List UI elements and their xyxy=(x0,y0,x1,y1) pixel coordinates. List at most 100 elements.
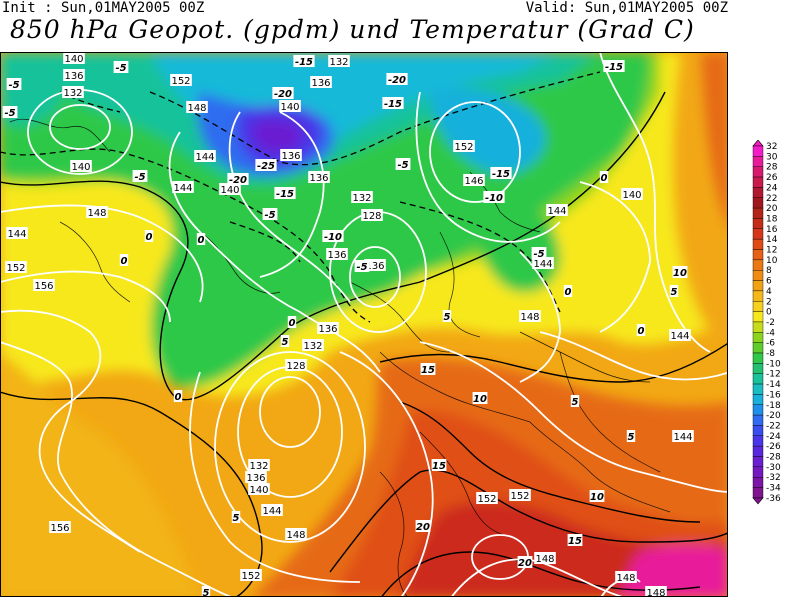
temperature-label-text: -15 xyxy=(605,62,623,73)
geopotential-label: 148 xyxy=(615,571,637,584)
temperature-label-text: 0 xyxy=(198,235,205,246)
geopotential-label-text: 136 xyxy=(327,250,346,261)
temperature-label: -25 xyxy=(255,159,277,172)
geopotential-label-text: 148 xyxy=(520,312,539,323)
temperature-label-text: 0 xyxy=(638,326,645,337)
colorbar-swatch xyxy=(752,445,764,457)
geopotential-label-text: 132 xyxy=(352,193,371,204)
colorbar-level-label: -8 xyxy=(766,349,775,359)
temperature-label: 5 xyxy=(231,511,241,524)
temperature-label-text: -15 xyxy=(384,99,402,110)
geopotential-label: 144 xyxy=(669,329,691,342)
colorbar-level-label: 16 xyxy=(766,225,778,235)
colorbar-swatch xyxy=(752,332,764,343)
colorbar-level-label: -6 xyxy=(766,339,775,349)
geopotential-label-text: 140 xyxy=(622,190,641,201)
colorbar-level-label: -20 xyxy=(766,411,781,421)
temperature-label: 5 xyxy=(570,395,580,408)
geopotential-label: 136 xyxy=(364,259,386,272)
temperature-label: -15 xyxy=(382,97,404,110)
geopotential-label-text: 144 xyxy=(7,229,26,240)
geopotential-label-text: 136 xyxy=(64,71,83,82)
geopotential-label-text: 152 xyxy=(171,76,190,87)
temperature-label-text: 5 xyxy=(572,397,579,408)
colorbar-swatch xyxy=(752,280,764,292)
temperature-label-text: 5 xyxy=(233,513,240,524)
colorbar-swatch xyxy=(752,352,764,364)
geopotential-label-text: 136 xyxy=(309,173,328,184)
temperature-label-text: 5 xyxy=(628,432,635,443)
temperature-label: -15 xyxy=(603,60,625,73)
geopotential-label: 148 xyxy=(86,206,108,219)
geopotential-label-text: 136 xyxy=(318,324,337,335)
colorbar-level-label: 20 xyxy=(766,204,778,214)
colorbar-swatch xyxy=(752,383,764,395)
geopotential-label-text: 136 xyxy=(246,473,265,484)
geopotential-label: 136 xyxy=(317,322,339,335)
geopotential-label-text: 136 xyxy=(365,261,384,272)
geopotential-label: 140 xyxy=(63,52,85,65)
geopotential-label-text: 144 xyxy=(673,432,692,443)
temperature-label-text: 5 xyxy=(203,588,210,599)
colorbar-level-label: -2 xyxy=(766,318,775,328)
temperature-label-text: 15 xyxy=(432,461,446,472)
temperature-label-text: 15 xyxy=(568,536,582,547)
geopotential-label-text: 152 xyxy=(477,494,496,505)
colorbar-swatch xyxy=(752,290,764,302)
temperature-label-text: -5 xyxy=(115,63,126,74)
temperature-label: -5 xyxy=(6,78,22,91)
geopotential-label: 152 xyxy=(170,74,192,87)
colorbar-level-label: -4 xyxy=(766,328,775,338)
colorbar-swatch xyxy=(752,156,764,167)
colorbar-level-label: 0 xyxy=(766,308,772,318)
geopotential-label-text: 152 xyxy=(241,571,260,582)
temperature-label: 15 xyxy=(567,534,583,547)
temperature-label: 0 xyxy=(287,316,297,329)
temperature-label-text: -20 xyxy=(229,175,247,186)
temperature-label-text: -5 xyxy=(8,80,19,91)
colorbar-swatch xyxy=(752,321,764,333)
colorbar-swatch xyxy=(752,269,764,281)
colorbar-level-label: 12 xyxy=(766,246,777,256)
colorbar-swatch xyxy=(752,249,764,261)
colorbar-swatch xyxy=(752,404,764,416)
colorbar-swatch xyxy=(752,238,764,250)
geopotential-label: 140 xyxy=(219,183,241,196)
geopotential-label-text: 144 xyxy=(670,331,689,342)
geopotential-label: 152 xyxy=(453,140,475,153)
geopotential-label-text: 132 xyxy=(249,461,268,472)
geopotential-label: 146 xyxy=(463,174,485,187)
init-time-label: Init : Sun,01MAY2005 00Z xyxy=(2,0,205,16)
temperature-label: 5 xyxy=(201,586,211,599)
geopotential-label-text: 146 xyxy=(464,176,483,187)
temperature-label: 15 xyxy=(420,363,436,376)
colorbar-labels: 32302826242220181614121086420-2-4-6-8-10… xyxy=(766,142,781,504)
geopotential-label-text: 136 xyxy=(281,151,300,162)
geopotential-labels: 1401361321521481441401361361321361401321… xyxy=(5,52,694,597)
colorbar-swatch xyxy=(752,145,764,157)
colorbar-swatch xyxy=(752,435,764,447)
geopotential-label-text: 156 xyxy=(34,281,53,292)
temperature-label: -5 xyxy=(262,208,278,221)
geopotential-label: 156 xyxy=(33,279,55,292)
colorbar-level-label: -16 xyxy=(766,390,781,400)
colorbar-swatch xyxy=(752,342,764,354)
geopotential-isolines xyxy=(0,52,728,597)
colorbar: 32302826242220181614121086420-2-4-6-8-10… xyxy=(752,140,781,505)
temperature-label: 0 xyxy=(196,233,206,246)
colorbar-level-label: -34 xyxy=(766,484,781,494)
colorbar-swatch xyxy=(752,311,764,323)
geopotential-label: 128 xyxy=(285,359,307,372)
geopotential-label: 132 xyxy=(351,191,373,204)
colorbar-swatch xyxy=(752,477,764,488)
temperature-label: 0 xyxy=(599,171,609,184)
colorbar-level-label: -26 xyxy=(766,442,781,452)
temperature-label: -5 xyxy=(395,158,411,171)
temperature-label: -5 xyxy=(132,170,148,183)
temperature-label-text: 0 xyxy=(175,392,182,403)
geopotential-label-text: 156 xyxy=(50,523,69,534)
geopotential-label: 140 xyxy=(248,483,270,496)
temperature-label: -20 xyxy=(386,73,408,86)
temperature-label-text: -20 xyxy=(274,89,292,100)
geopotential-label-text: 140 xyxy=(220,185,239,196)
